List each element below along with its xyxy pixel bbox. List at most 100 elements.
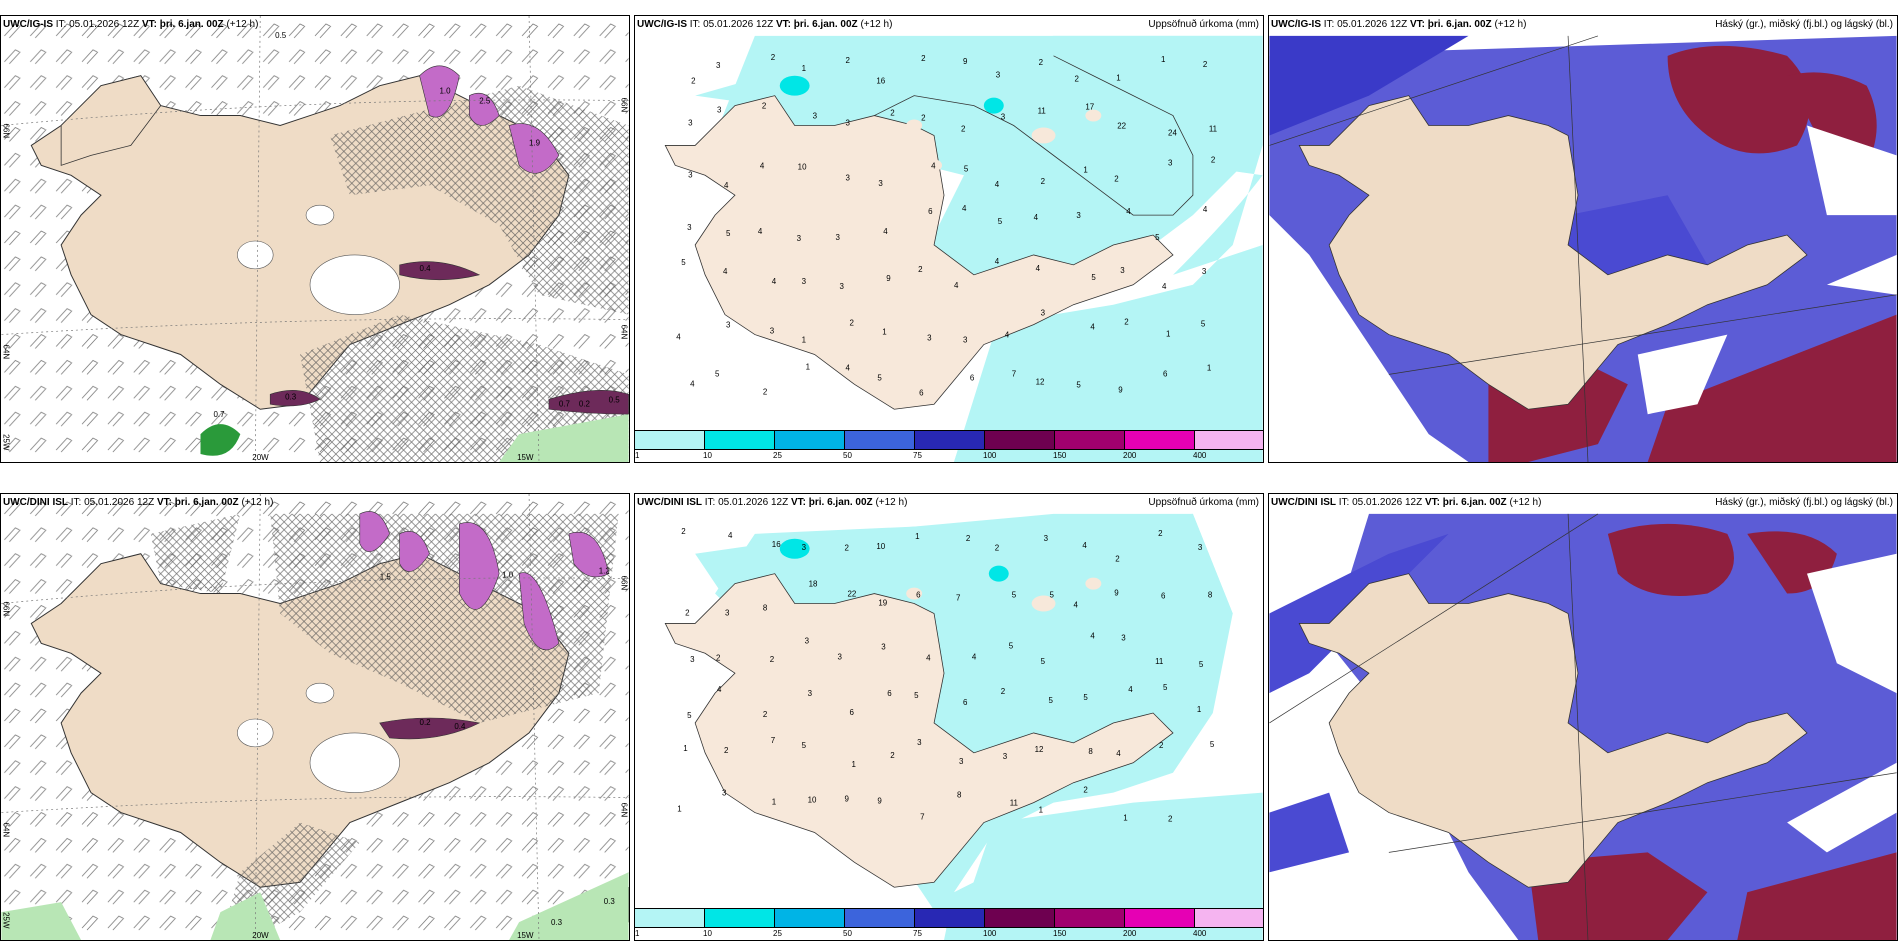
precip-value: 4: [728, 531, 733, 540]
precip-value: 11: [1155, 657, 1164, 666]
precip-value: 2: [716, 653, 721, 662]
precip-value: 2: [890, 109, 895, 118]
precip-value: 2: [771, 53, 776, 62]
colorbar-tick: 200: [1123, 929, 1137, 938]
precip-title: Uppsöfnuð úrkoma (mm): [1148, 497, 1259, 508]
precip-value: 11: [1038, 107, 1047, 116]
precip-value: 2: [691, 77, 696, 86]
precip-value: 2: [1168, 815, 1173, 824]
colorbar-tick: 100: [983, 929, 997, 938]
precip-value: 2: [844, 544, 849, 553]
precip-value: 2: [763, 710, 768, 719]
lat-label: 66N: [1, 124, 10, 139]
cloud-map: [1269, 494, 1897, 940]
iceland-land: [664, 573, 1174, 888]
precip-value: 3: [917, 738, 922, 747]
precip-contours: [200, 65, 629, 462]
colorbar-tick: 50: [843, 451, 852, 460]
precip-value: 3: [878, 179, 883, 188]
precip-value: 2: [770, 655, 775, 664]
precip-value: 4: [1203, 205, 1208, 214]
precip-value: 1: [1123, 814, 1128, 823]
precip-panel-bottom: UWC/DINI ISL IT: 05.01.2026 12Z VT: þri.…: [634, 493, 1264, 941]
precip-value: 2: [921, 54, 926, 63]
precip-value: 2: [762, 102, 767, 111]
colorbar-tick: 150: [1053, 929, 1067, 938]
precip-value: 8: [957, 791, 962, 800]
value-label: 1.5: [380, 573, 392, 582]
value-label: 1.0: [502, 571, 514, 580]
precip-value: 6: [1163, 369, 1168, 378]
grid-lines: [1, 494, 629, 940]
precip-value: 4: [1090, 323, 1095, 332]
hatch-areas: [300, 85, 629, 462]
precip-value: 3: [813, 112, 818, 121]
precip-value: 10: [808, 796, 817, 805]
precip-value: 3: [1076, 211, 1081, 220]
precip-value: 4: [1126, 207, 1131, 216]
colorbar-tick: 1: [635, 451, 640, 460]
colorbar-swatch: [845, 431, 915, 449]
precip-value: 16: [772, 540, 781, 549]
value-label: 0.4: [454, 722, 466, 731]
precip-value: 3: [688, 170, 693, 179]
value-label: 0.2: [420, 718, 432, 727]
precip-value: 2: [890, 751, 895, 760]
precip-value: 1: [1083, 165, 1088, 174]
precip-value: 3: [1001, 113, 1006, 122]
precip-value: 2: [685, 608, 690, 617]
precip-value: 1: [1116, 74, 1121, 83]
value-label: 0.7: [559, 399, 571, 408]
colorbar: [635, 430, 1263, 450]
colorbar-swatch: [635, 909, 705, 927]
cloud-panel-bottom: UWC/DINI ISL IT: 05.01.2026 12Z VT: þri.…: [1268, 493, 1898, 941]
precip-value: 7: [956, 594, 961, 603]
cloud-panel-top: UWC/IG-IS IT: 05.01.2026 12Z VT: þri. 6.…: [1268, 15, 1898, 463]
precip-value: 22: [847, 590, 856, 599]
precip-contours: [1, 511, 629, 940]
precip-value: 2: [1211, 155, 1216, 164]
precip-value: 2: [724, 746, 729, 755]
precip-value: 5: [1041, 657, 1046, 666]
precip-value: 5: [687, 711, 692, 720]
value-label: 0.3: [551, 918, 563, 927]
precip-value: 6: [963, 698, 968, 707]
precip-value: 3: [726, 321, 731, 330]
lat-label: 66N: [620, 98, 629, 113]
precip-value: 3: [802, 277, 807, 286]
precip-value: 5: [1083, 693, 1088, 702]
precip-value: 5: [1012, 591, 1017, 600]
precip-value: 11: [1209, 124, 1218, 133]
precip-value: 4: [1034, 213, 1039, 222]
precip-value: 1: [882, 328, 887, 337]
precip-value: 4: [926, 653, 931, 662]
precip-value: 3: [770, 327, 775, 336]
cloud-title: Háský (gr.), miðský (fj.bl.) og lágský (…: [1715, 19, 1893, 30]
precip-value: 4: [760, 161, 765, 170]
glaciers: [237, 682, 400, 793]
precip-title: Uppsöfnuð úrkoma (mm): [1148, 19, 1259, 30]
precip-value: 8: [1208, 591, 1213, 600]
grid-lines: [1269, 513, 1897, 940]
colorbar-swatch: [985, 431, 1055, 449]
precip-value: 4: [883, 227, 888, 236]
panel-title: UWC/IG-IS IT: 05.01.2026 12Z VT: þri. 6.…: [637, 19, 893, 30]
value-label: 0.7: [213, 410, 225, 419]
precip-value: 1: [915, 532, 920, 541]
precip-value: 12: [1036, 377, 1045, 386]
value-label: 0.4: [420, 264, 432, 273]
precip-value: 5: [1049, 696, 1054, 705]
precip-value: 4: [1128, 685, 1133, 694]
precip-value: 8: [763, 603, 768, 612]
colorbar-tick: 400: [1193, 451, 1207, 460]
colorbar-tick: 25: [773, 929, 782, 938]
glaciers: [237, 204, 400, 315]
precip-value: 10: [798, 162, 807, 171]
precip-value: 9: [1114, 589, 1119, 598]
precip-value: 2: [995, 544, 1000, 553]
colorbar-tick: 200: [1123, 451, 1137, 460]
precip-value: 4: [1005, 331, 1010, 340]
precip-value: 5: [1009, 641, 1014, 650]
precip-value: 10: [876, 542, 885, 551]
